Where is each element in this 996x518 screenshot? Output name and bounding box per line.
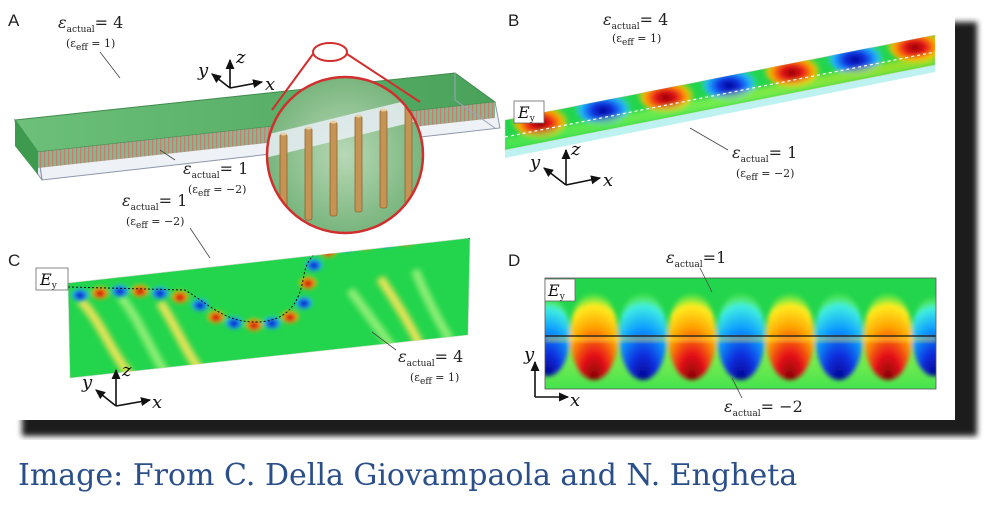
svg-text:εactual= −2: εactual= −2 — [724, 397, 803, 419]
panel-a: A x z y εactual= 4 (εeff = 1) εactual= 1 — [8, 11, 501, 235]
svg-text:Ey: Ey — [39, 270, 58, 291]
axis-b-z: z — [570, 139, 581, 160]
image-credit: Image: From C. Della Giovampaola and N. … — [18, 458, 798, 493]
figure: A x z y εactual= 4 (εeff = 1) εactual= 1 — [8, 10, 977, 436]
axis-a-x: x — [265, 74, 275, 95]
svg-text:(εeff = 1): (εeff = 1) — [410, 371, 459, 387]
field-label-b: Ey — [513, 100, 545, 124]
field-lobes-d — [545, 292, 936, 389]
panel-b: B Ey εactual= 4 (εeff = 1) — [504, 10, 936, 191]
label-d-bottom: εactual= −2 — [724, 377, 803, 419]
axis-b-y: y — [529, 152, 541, 173]
axis-a-y: y — [197, 60, 209, 81]
slab-end-face — [15, 120, 38, 175]
svg-text:εactual= 1: εactual= 1 — [122, 191, 187, 213]
zoom-callout — [265, 42, 425, 235]
axis-d-y: y — [523, 344, 535, 365]
axis-c-x: x — [152, 392, 162, 413]
svg-text:Ey: Ey — [547, 281, 566, 302]
panel-c-letter: C — [8, 251, 20, 270]
svg-text:εactual= 4: εactual= 4 — [58, 13, 123, 35]
svg-text:εactual=1: εactual=1 — [666, 248, 726, 270]
svg-text:Ey: Ey — [517, 103, 536, 124]
label-b-top: εactual= 4 (εeff = 1) — [603, 10, 668, 48]
svg-text:εactual= 1: εactual= 1 — [732, 143, 797, 165]
label-a-top: εactual= 4 (εeff = 1) — [58, 13, 123, 79]
slab-wireframe — [454, 73, 496, 129]
svg-text:(εeff = −2): (εeff = −2) — [188, 183, 246, 199]
axis-d-x: x — [570, 390, 580, 411]
axes-d: x y — [523, 344, 580, 411]
axes-a: x z y — [197, 47, 275, 95]
svg-text:(εeff = 1): (εeff = 1) — [66, 37, 115, 53]
svg-text:(εeff = −2): (εeff = −2) — [126, 215, 184, 231]
field-label-d: Ey — [544, 278, 576, 302]
panel-c: C — [8, 191, 471, 413]
slab-b-side — [505, 65, 935, 158]
axis-b-x: x — [603, 170, 613, 191]
panel-d: D Ey εactual=1 — [508, 248, 937, 419]
svg-text:εactual= 4: εactual= 4 — [398, 347, 463, 369]
panel-a-letter: A — [8, 11, 20, 30]
label-b-bottom: εactual= 1 (εeff = −2) — [689, 127, 797, 183]
svg-text:(εeff = 1): (εeff = 1) — [612, 32, 661, 48]
svg-text:εactual= 1: εactual= 1 — [183, 159, 248, 181]
panel-b-letter: B — [508, 11, 519, 30]
label-a-bottom: εactual= 1 (εeff = −2) — [159, 149, 248, 199]
label-d-top: εactual=1 — [666, 248, 726, 293]
axis-c-y: y — [81, 372, 93, 393]
svg-text:(εeff = −2): (εeff = −2) — [736, 167, 794, 183]
label-c-bottom: εactual= 4 (εeff = 1) — [371, 331, 463, 387]
label-c-top: εactual= 1 (εeff = −2) — [122, 191, 211, 259]
field-label-c: Ey — [35, 267, 69, 291]
axis-a-z: z — [235, 47, 246, 68]
axes-b: x z y — [529, 139, 613, 191]
axis-c-z: z — [121, 360, 132, 381]
panel-d-letter: D — [508, 251, 520, 270]
axes-c: x z y — [81, 360, 162, 413]
svg-text:εactual= 4: εactual= 4 — [603, 10, 668, 32]
